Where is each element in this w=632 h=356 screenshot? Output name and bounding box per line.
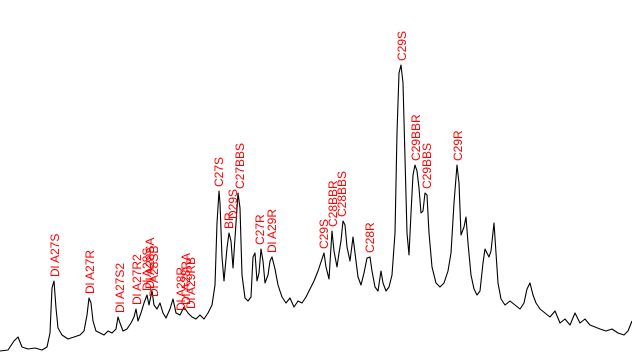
peak-label: C27S: [212, 157, 226, 187]
peak-label: C29BBR: [409, 114, 423, 161]
peak-label: Dl A27R2: [130, 254, 144, 305]
peak-label: C28R: [363, 222, 377, 253]
peak-label: C27BBS: [233, 143, 247, 189]
peak-label: C27R: [253, 214, 267, 245]
peak-label: Dl A29RB: [184, 257, 198, 309]
peak-label: Dl A27S: [48, 234, 62, 277]
peak-label: BR: [222, 212, 236, 229]
peak-label: Dl A27S2: [113, 263, 127, 313]
peak-label: Dl A29R: [265, 209, 279, 253]
peak-label: Dl A28R: [174, 267, 188, 311]
peak-label: C28BBS: [335, 171, 349, 217]
peak-label: Dl A27R: [83, 250, 97, 294]
peak-label: D29S: [226, 189, 240, 219]
peak-label: Dl A28SB: [147, 246, 161, 297]
peak-label: Dl A28S: [140, 248, 154, 291]
peak-label: C29S: [395, 31, 409, 61]
peak-label: Dl A28SA: [143, 238, 157, 289]
peak-label: Dl A28RA: [179, 253, 193, 305]
peak-label: C28BBR: [326, 180, 340, 227]
peak-label: C29BBS: [420, 143, 434, 189]
peak-label: C29R: [451, 130, 465, 161]
peak-label: C29S: [317, 219, 331, 249]
chromatogram-trace: [0, 64, 632, 352]
